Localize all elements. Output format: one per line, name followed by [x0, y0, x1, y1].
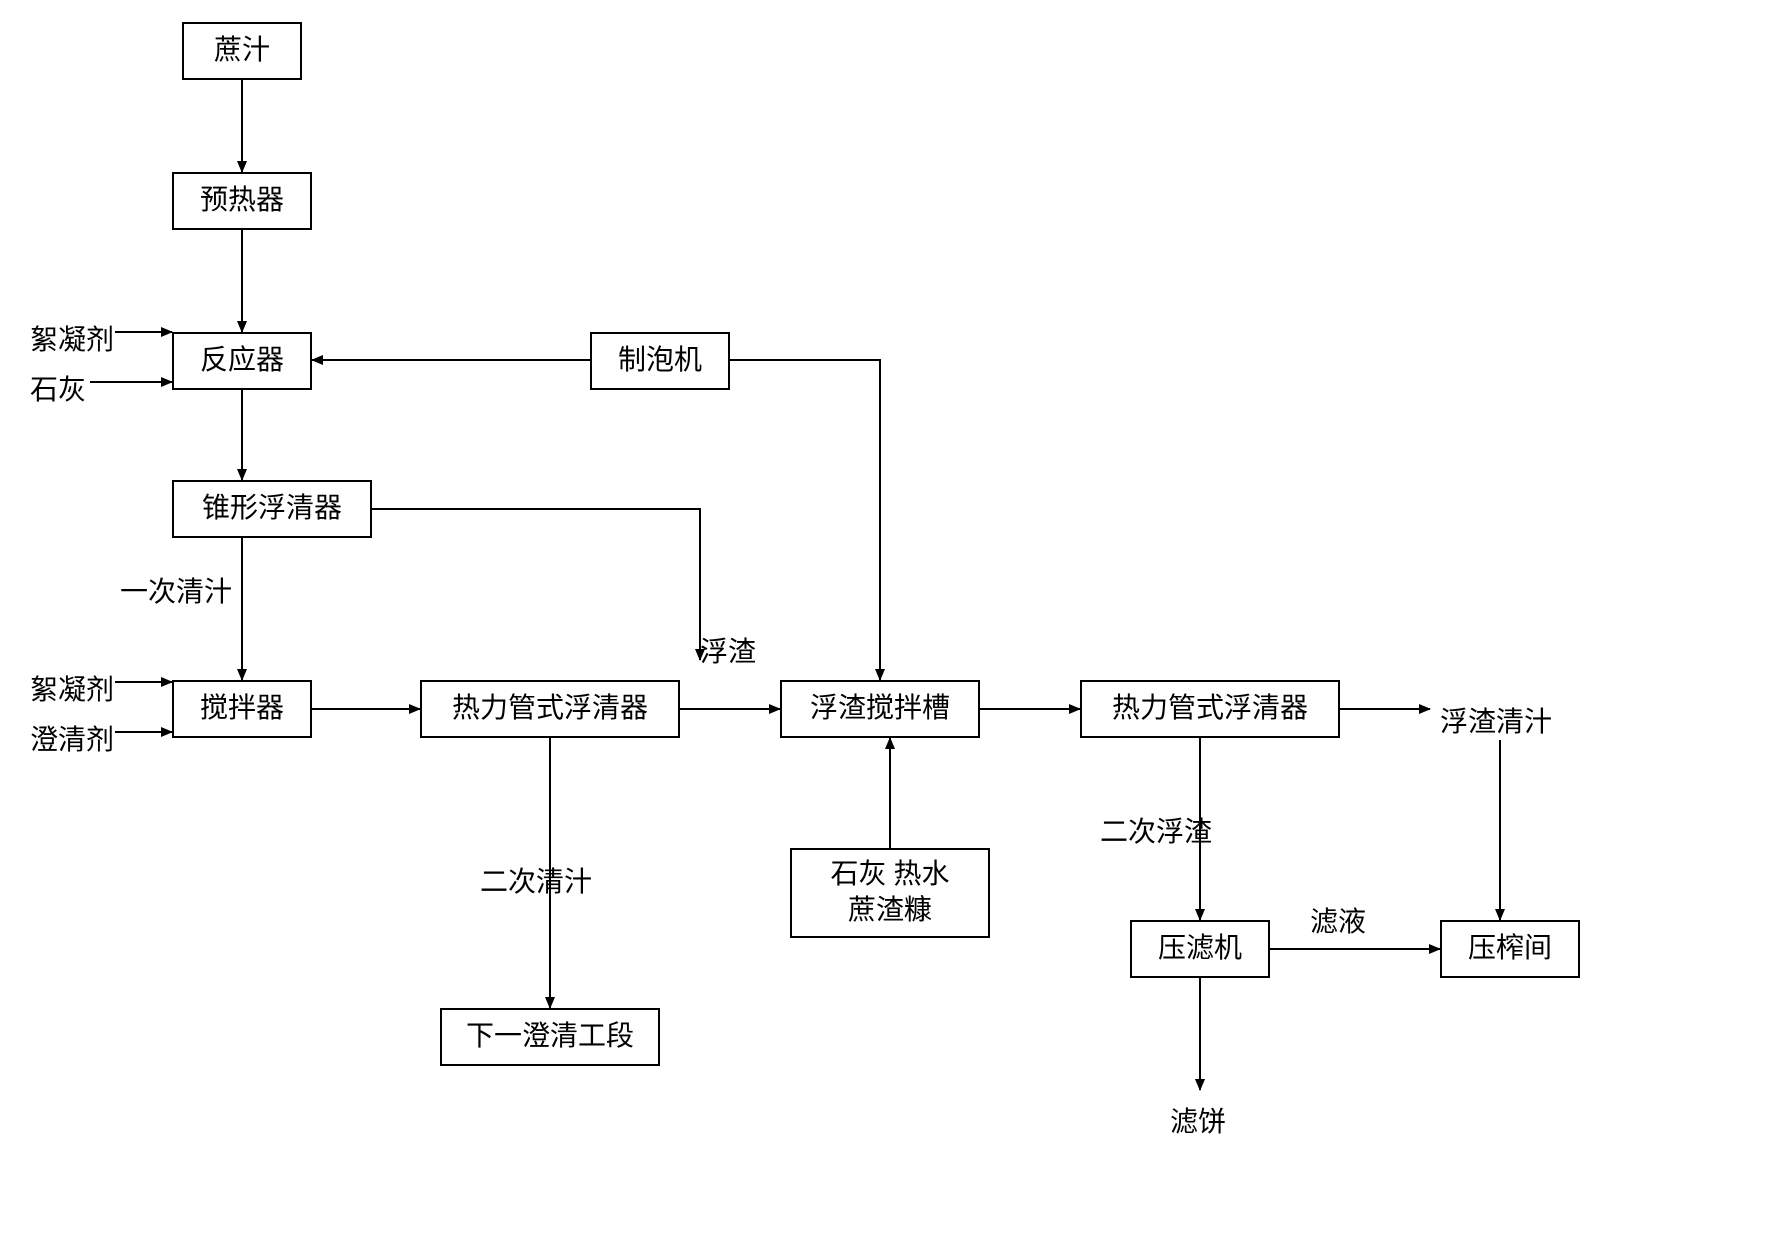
label-l_yici: 一次清汁 — [120, 570, 232, 610]
node-n_zhezhi: 蔗汁 — [182, 22, 302, 80]
node-n_reactor: 反应器 — [172, 332, 312, 390]
node-n_press: 压榨间 — [1440, 920, 1580, 978]
node-n_limebox: 石灰 热水 蔗渣糠 — [790, 848, 990, 938]
node-n_mixer: 搅拌器 — [172, 680, 312, 738]
label-l_fuzha: 浮渣 — [700, 630, 756, 670]
label-l_jiaoning2: 絮凝剂 — [30, 668, 114, 708]
node-n_preheater: 预热器 — [172, 172, 312, 230]
node-n_next: 下一澄清工段 — [440, 1008, 660, 1066]
label-l_lubing: 滤饼 — [1170, 1100, 1226, 1140]
label-l_shihui1: 石灰 — [30, 368, 86, 408]
flowchart-canvas: 蔗汁预热器反应器锥形浮清器搅拌器热力管式浮清器下一澄清工段制泡机浮渣搅拌槽石灰 … — [0, 0, 1766, 1256]
edge-12 — [372, 509, 700, 660]
label-l_luye: 滤液 — [1310, 900, 1366, 940]
label-l_ercifuzha: 二次浮渣 — [1100, 810, 1212, 850]
node-n_cone: 锥形浮清器 — [172, 480, 372, 538]
node-n_slagmix: 浮渣搅拌槽 — [780, 680, 980, 738]
node-n_thermal2: 热力管式浮清器 — [1080, 680, 1340, 738]
label-l_erci: 二次清汁 — [480, 860, 592, 900]
node-n_foam: 制泡机 — [590, 332, 730, 390]
label-l_chengqing: 澄清剂 — [30, 718, 114, 758]
label-l_fuzhaqing: 浮渣清汁 — [1440, 700, 1552, 740]
label-l_jiaoning1: 絮凝剂 — [30, 318, 114, 358]
node-n_filter: 压滤机 — [1130, 920, 1270, 978]
node-n_thermal1: 热力管式浮清器 — [420, 680, 680, 738]
